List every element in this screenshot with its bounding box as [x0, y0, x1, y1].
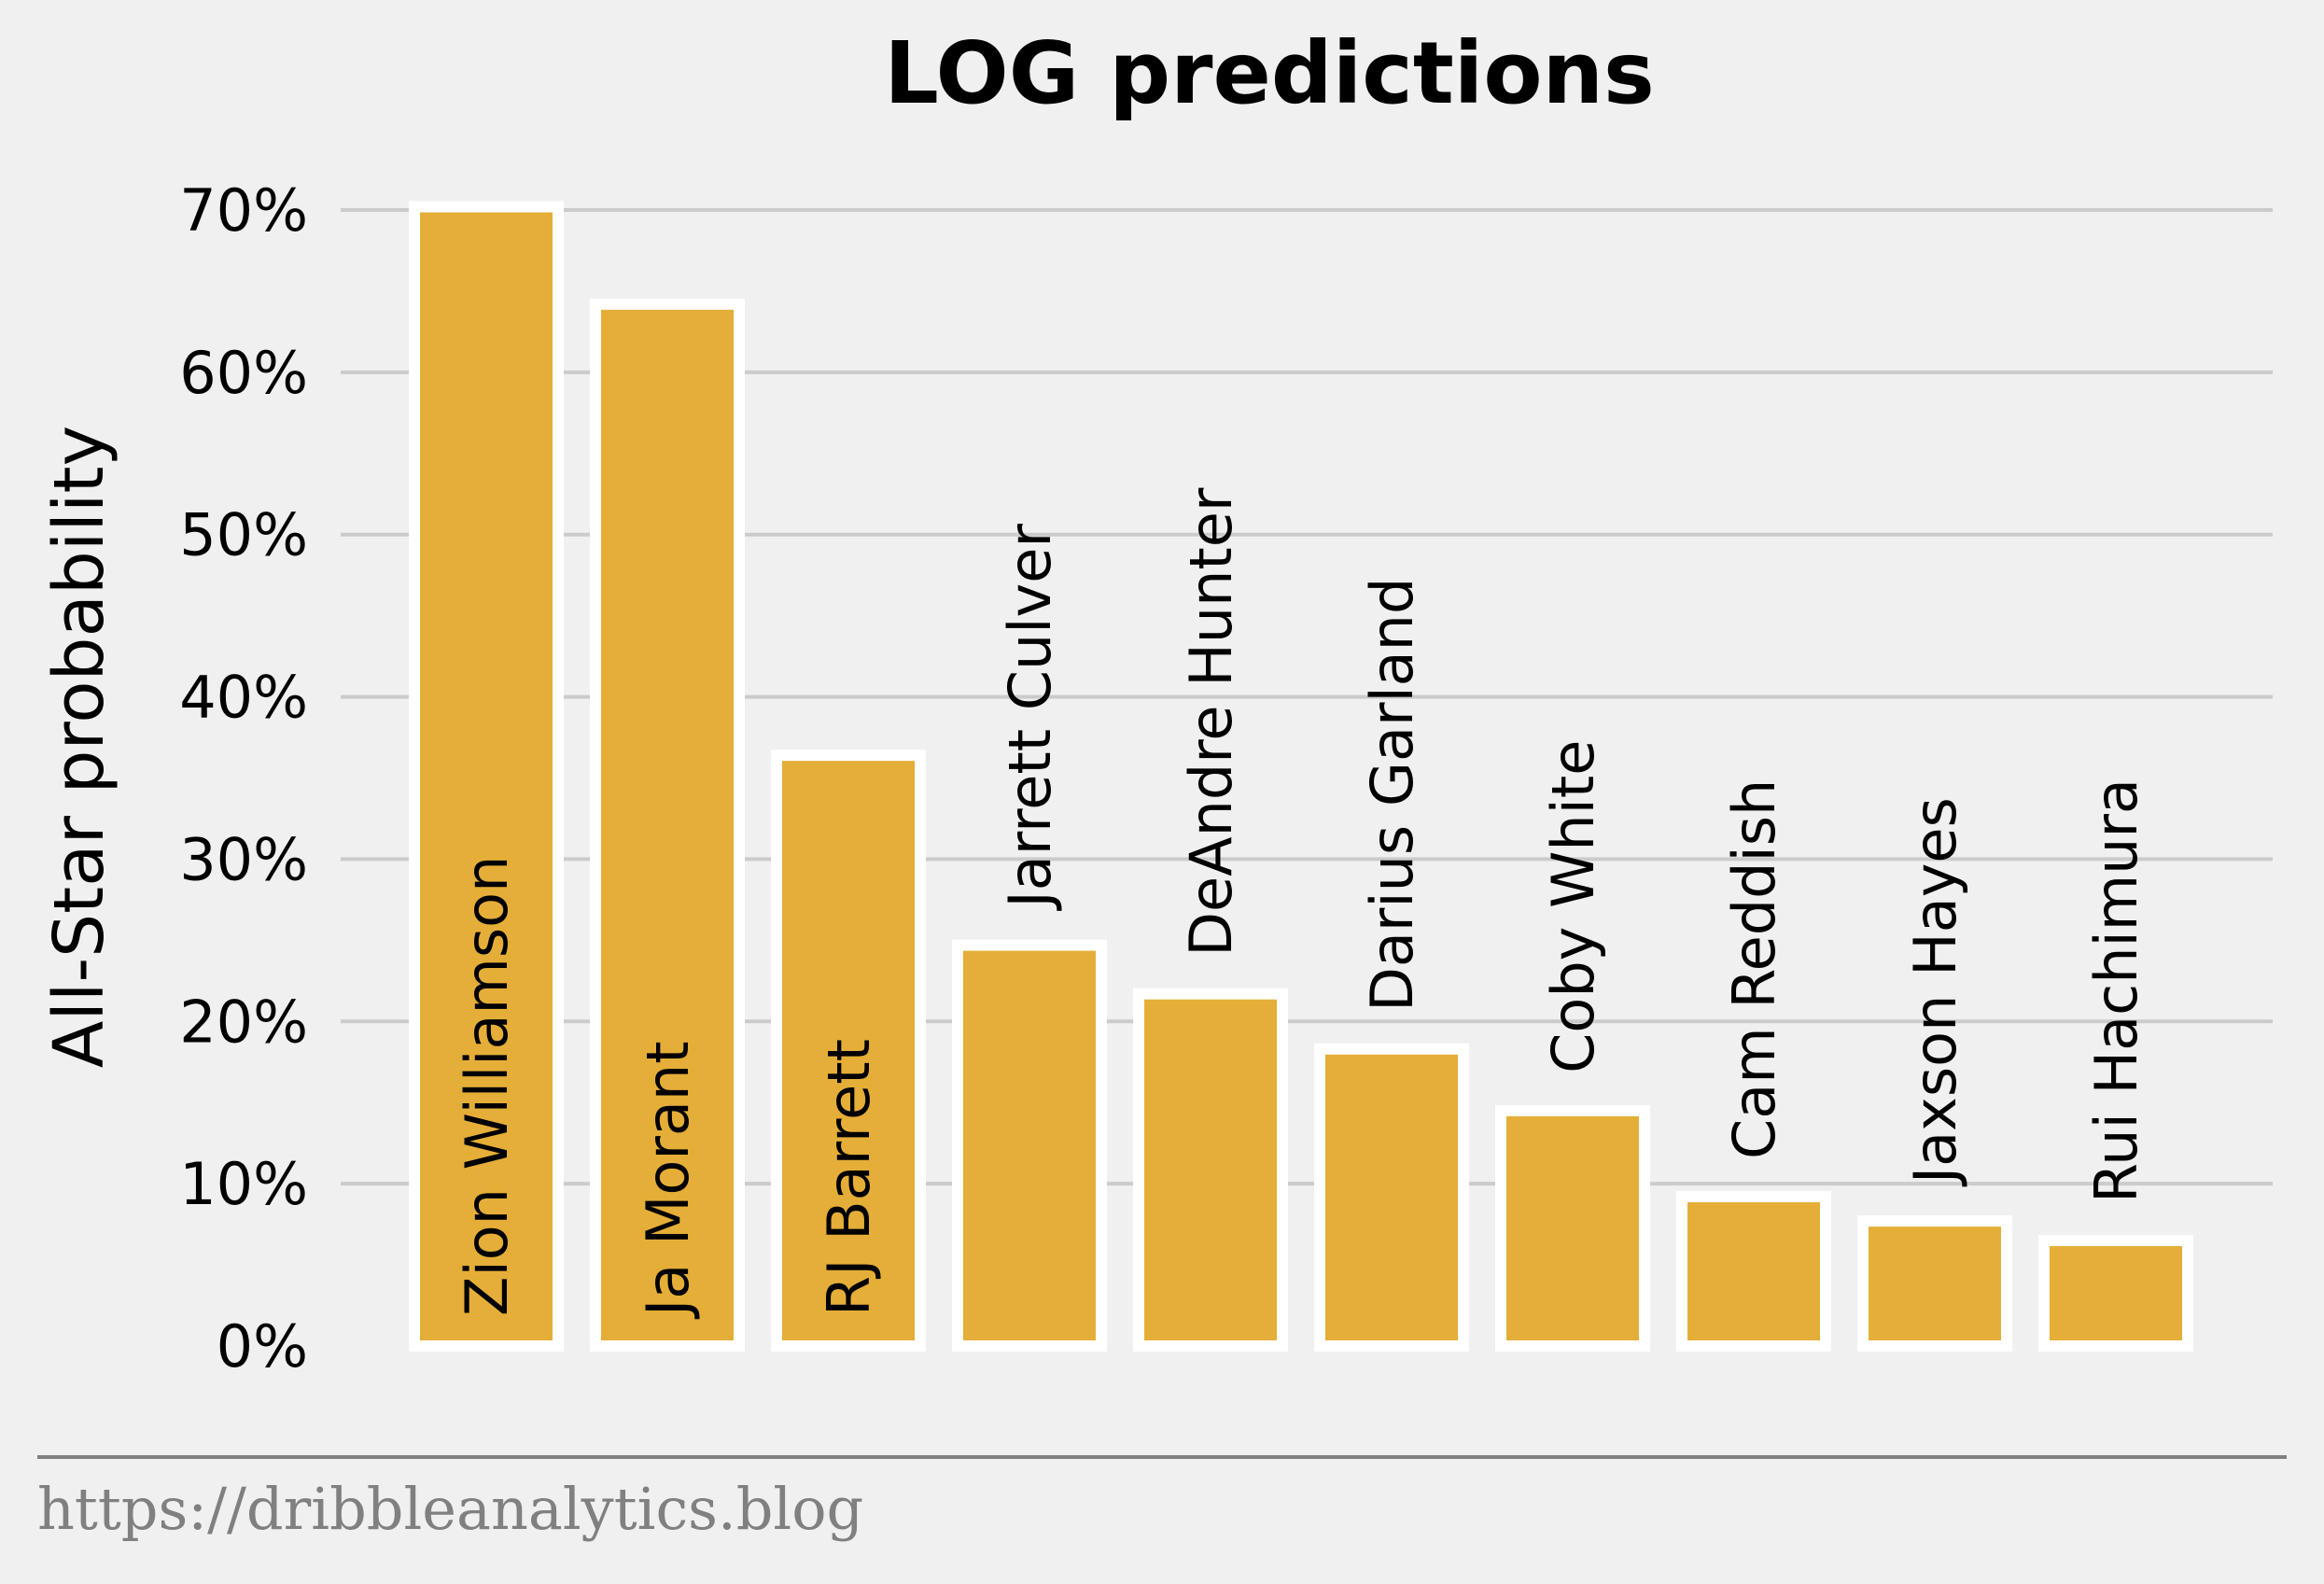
- y-tick-label: 20%: [179, 988, 308, 1056]
- bar-label: DeAndre Hunter: [1177, 487, 1245, 957]
- y-tick-label: 50%: [179, 501, 308, 569]
- bar-labels: Zion Williamson Ja Morant RJ Barrett Jarret…: [453, 487, 2150, 1320]
- y-tick-labels: 0% 10% 20% 30% 40% 50% 60% 70%: [179, 176, 308, 1381]
- bars: [409, 201, 2193, 1353]
- bar: [1857, 1215, 2012, 1352]
- bar: [1676, 1191, 1831, 1352]
- y-tick-label: 30%: [179, 825, 308, 893]
- chart-title: LOG predictions: [884, 23, 1655, 123]
- y-tick-label: 70%: [179, 176, 308, 245]
- bar-label: Cam Reddish: [1720, 779, 1788, 1159]
- bar: [409, 201, 564, 1353]
- y-tick-label: 40%: [179, 664, 308, 732]
- bar-label: Jaxson Hayes: [1901, 797, 1969, 1187]
- bar-label: Zion Williamson: [453, 856, 521, 1316]
- footer-source: https://dribbleanalytics.blog: [37, 1475, 863, 1543]
- y-tick-label: 0%: [217, 1312, 308, 1381]
- bar: [590, 298, 745, 1352]
- bar: [1133, 988, 1288, 1352]
- bar: [771, 750, 926, 1352]
- bar-label: Ja Morant: [634, 1042, 702, 1321]
- bar: [2038, 1234, 2193, 1352]
- bar-label: Jarrett Culver: [996, 524, 1064, 912]
- bar: [1314, 1043, 1469, 1352]
- y-axis-label: All-Star probability: [39, 426, 119, 1069]
- bar: [1495, 1104, 1650, 1352]
- y-tick-label: 10%: [179, 1150, 308, 1218]
- bar-label: Rui Hachimura: [2082, 778, 2150, 1203]
- bar: [952, 939, 1107, 1353]
- bar-label: Coby White: [1539, 740, 1607, 1073]
- bar-label: RJ Barrett: [815, 1039, 883, 1316]
- bar-label: Darius Garland: [1358, 578, 1426, 1012]
- y-tick-label: 60%: [179, 339, 308, 407]
